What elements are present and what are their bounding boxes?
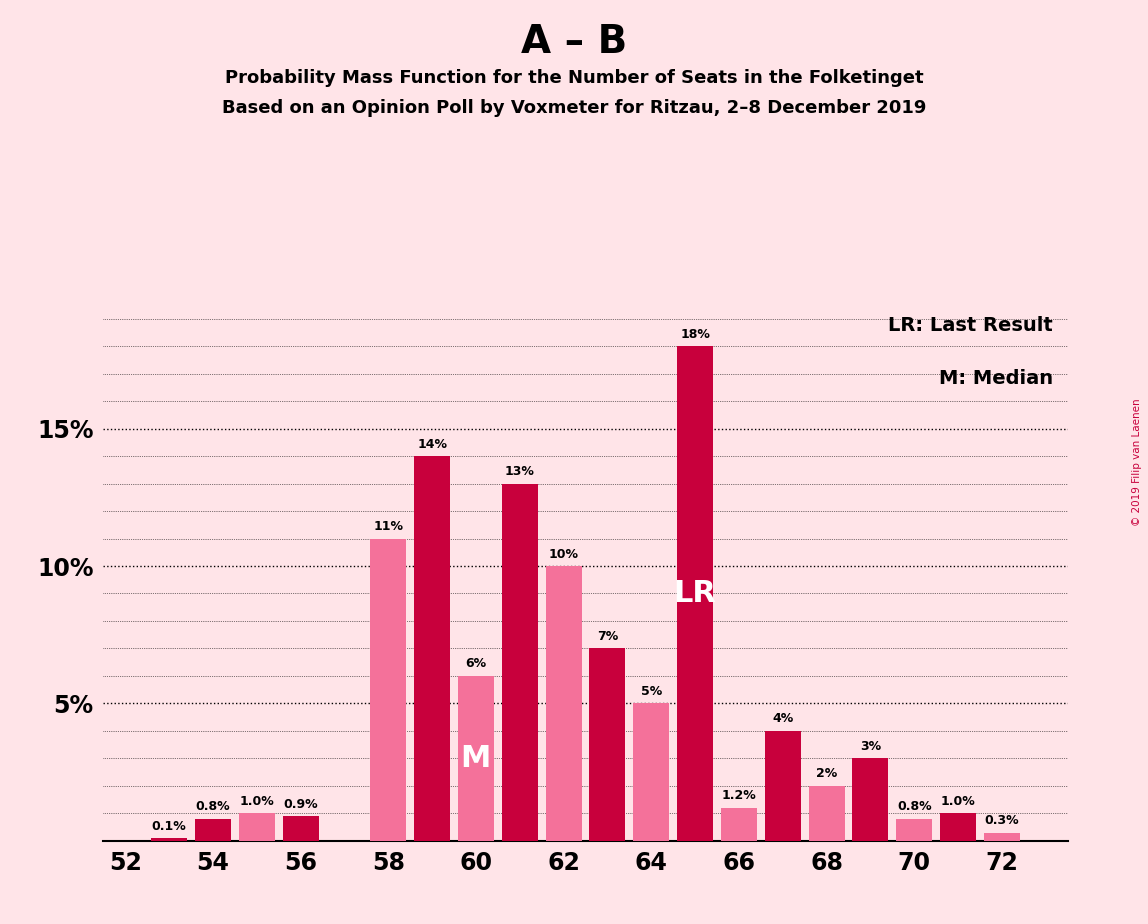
Bar (853, 759, 889, 841)
Text: 0.8%: 0.8% (897, 800, 931, 813)
Bar (677, 346, 713, 841)
Bar (634, 703, 669, 841)
Bar (502, 483, 537, 841)
Text: M: M (460, 744, 491, 772)
Bar (808, 786, 845, 841)
Bar (239, 813, 274, 841)
Text: 1.0%: 1.0% (940, 795, 976, 808)
Bar (282, 816, 318, 841)
Text: 13%: 13% (505, 465, 535, 478)
Text: 0.3%: 0.3% (985, 814, 1019, 827)
Text: Based on an Opinion Poll by Voxmeter for Ritzau, 2–8 December 2019: Based on an Opinion Poll by Voxmeter for… (222, 99, 926, 116)
Text: A – B: A – B (521, 23, 627, 61)
Bar (721, 808, 757, 841)
Text: 1.2%: 1.2% (722, 789, 757, 802)
Bar (414, 456, 450, 841)
Bar (897, 819, 932, 841)
Text: Probability Mass Function for the Number of Seats in the Folketinget: Probability Mass Function for the Number… (225, 69, 923, 87)
Text: LR: Last Result: LR: Last Result (889, 316, 1053, 334)
Text: 11%: 11% (373, 520, 403, 533)
Text: 18%: 18% (680, 328, 709, 341)
Text: 5%: 5% (641, 685, 662, 698)
Text: LR: LR (674, 579, 716, 608)
Bar (940, 813, 976, 841)
Bar (545, 566, 582, 841)
Text: © 2019 Filip van Laenen: © 2019 Filip van Laenen (1132, 398, 1142, 526)
Bar (589, 649, 626, 841)
Text: 0.1%: 0.1% (152, 820, 186, 833)
Bar (195, 819, 231, 841)
Bar (765, 731, 800, 841)
Text: 10%: 10% (549, 548, 579, 561)
Text: 0.9%: 0.9% (284, 797, 318, 810)
Bar (984, 833, 1019, 841)
Text: 2%: 2% (816, 767, 837, 781)
Text: M: Median: M: Median (939, 370, 1053, 388)
Text: 14%: 14% (417, 438, 447, 451)
Bar (152, 838, 187, 841)
Bar (371, 539, 406, 841)
Bar (458, 676, 494, 841)
Text: 0.8%: 0.8% (195, 800, 231, 813)
Text: 1.0%: 1.0% (240, 795, 274, 808)
Text: 3%: 3% (860, 740, 881, 753)
Text: 6%: 6% (465, 658, 487, 671)
Text: 4%: 4% (773, 712, 793, 725)
Text: 7%: 7% (597, 630, 618, 643)
